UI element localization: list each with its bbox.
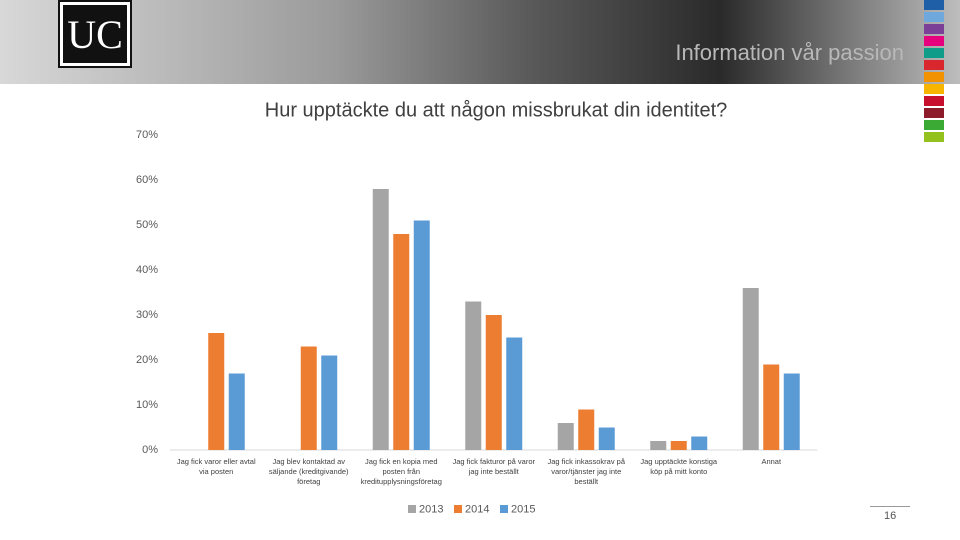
bar	[578, 409, 595, 450]
tagline: Information vår passion	[675, 40, 904, 65]
bar	[650, 441, 667, 450]
bar	[372, 189, 389, 450]
bar	[413, 220, 430, 450]
y-tick-label: 40%	[136, 264, 158, 276]
bar	[763, 364, 780, 450]
y-tick-label: 20%	[136, 354, 158, 366]
x-tick-label: Jag fick en kopia med posten från kredit…	[360, 457, 442, 486]
x-tick-label: Jag fick varor eller avtal via posten	[176, 457, 256, 476]
bar	[485, 315, 502, 450]
color-stripes	[924, 0, 944, 144]
page-number: 16	[884, 510, 897, 522]
bar	[321, 355, 338, 450]
bar	[465, 301, 482, 450]
bar	[300, 346, 317, 450]
x-tick-label: Jag blev kontaktad av säljande (kreditgi…	[268, 457, 349, 486]
y-tick-label: 50%	[136, 219, 158, 231]
x-tick-label: Jag fick inkassokrav på varor/tjänster j…	[547, 457, 626, 486]
y-tick-label: 70%	[136, 129, 158, 141]
bar	[557, 423, 574, 450]
logo: UC	[58, 0, 132, 68]
bar	[670, 441, 687, 450]
bar	[228, 373, 245, 450]
bar	[783, 373, 800, 450]
y-tick-label: 0%	[142, 444, 158, 456]
bar	[393, 234, 410, 450]
legend-swatch	[500, 505, 508, 513]
chart-title: Hur upptäckte du att någon missbrukat di…	[265, 99, 728, 121]
y-tick-label: 10%	[136, 399, 158, 411]
y-tick-label: 30%	[136, 309, 158, 321]
legend-label: 2015	[511, 503, 535, 515]
bar	[208, 333, 225, 450]
page-rule	[870, 506, 910, 507]
banner-image	[0, 0, 960, 84]
legend-label: 2013	[419, 503, 443, 515]
bar	[506, 337, 523, 450]
bar	[691, 436, 708, 450]
bar	[598, 427, 615, 450]
legend-swatch	[408, 505, 416, 513]
x-tick-label: Jag upptäckte konstiga köp på mitt konto	[640, 457, 718, 476]
bar	[742, 288, 759, 450]
legend-swatch	[454, 505, 462, 513]
x-tick-label: Jag fick fakturor på varor jag inte best…	[452, 457, 536, 476]
y-tick-label: 60%	[136, 174, 158, 186]
legend-label: 2014	[465, 503, 489, 515]
x-tick-label: Annat	[761, 457, 782, 466]
